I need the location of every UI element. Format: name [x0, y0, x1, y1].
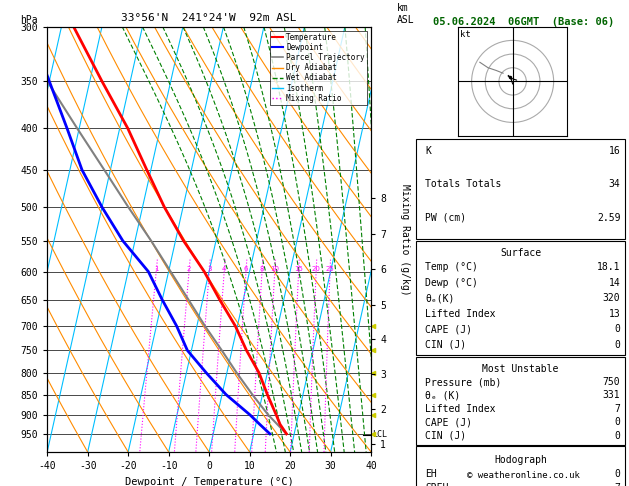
Bar — [416, 357, 625, 445]
Text: CIN (J): CIN (J) — [425, 431, 466, 441]
Title: 33°56'N  241°24'W  92m ASL: 33°56'N 241°24'W 92m ASL — [121, 13, 297, 23]
Text: 331: 331 — [603, 390, 620, 400]
Text: 2.59: 2.59 — [597, 212, 620, 223]
Text: 7: 7 — [615, 404, 620, 414]
Bar — [416, 139, 625, 239]
Text: Temp (°C): Temp (°C) — [425, 262, 478, 272]
Text: Dewp (°C): Dewp (°C) — [425, 278, 478, 288]
Text: 05.06.2024  06GMT  (Base: 06): 05.06.2024 06GMT (Base: 06) — [433, 17, 615, 27]
Text: 10: 10 — [270, 265, 279, 272]
Text: SREH: SREH — [425, 483, 448, 486]
Text: 320: 320 — [603, 293, 620, 303]
Text: Lifted Index: Lifted Index — [425, 404, 496, 414]
Text: 8: 8 — [260, 265, 264, 272]
Text: Most Unstable: Most Unstable — [482, 364, 559, 374]
Text: 0: 0 — [615, 417, 620, 427]
Bar — [416, 446, 625, 486]
Text: 750: 750 — [603, 377, 620, 387]
Text: 16: 16 — [609, 146, 620, 156]
Text: 14: 14 — [609, 278, 620, 288]
Text: 0: 0 — [615, 431, 620, 441]
Text: Pressure (mb): Pressure (mb) — [425, 377, 501, 387]
Text: 15: 15 — [294, 265, 303, 272]
Text: 0: 0 — [615, 340, 620, 350]
Text: CAPE (J): CAPE (J) — [425, 324, 472, 334]
X-axis label: Dewpoint / Temperature (°C): Dewpoint / Temperature (°C) — [125, 477, 294, 486]
Text: 25: 25 — [326, 265, 335, 272]
Text: LCL: LCL — [372, 430, 387, 439]
Text: 18.1: 18.1 — [597, 262, 620, 272]
Text: 13: 13 — [609, 309, 620, 319]
Text: Totals Totals: Totals Totals — [425, 179, 501, 189]
Text: Surface: Surface — [500, 248, 541, 258]
Text: CAPE (J): CAPE (J) — [425, 417, 472, 427]
Text: CIN (J): CIN (J) — [425, 340, 466, 350]
Text: θₑ(K): θₑ(K) — [425, 293, 454, 303]
Text: 2: 2 — [187, 265, 191, 272]
Text: Lifted Index: Lifted Index — [425, 309, 496, 319]
Text: 7: 7 — [615, 483, 620, 486]
Text: kt: kt — [460, 30, 471, 39]
Text: 3: 3 — [207, 265, 211, 272]
Text: Hodograph: Hodograph — [494, 455, 547, 465]
Text: 0: 0 — [615, 324, 620, 334]
Text: 6: 6 — [244, 265, 248, 272]
Text: PW (cm): PW (cm) — [425, 212, 466, 223]
Text: hPa: hPa — [19, 15, 37, 25]
Text: EH: EH — [425, 469, 437, 479]
Text: 1: 1 — [154, 265, 159, 272]
Text: © weatheronline.co.uk: © weatheronline.co.uk — [467, 471, 580, 480]
Legend: Temperature, Dewpoint, Parcel Trajectory, Dry Adiabat, Wet Adiabat, Isotherm, Mi: Temperature, Dewpoint, Parcel Trajectory… — [270, 31, 367, 105]
Bar — [416, 241, 625, 355]
Text: km
ASL: km ASL — [397, 3, 415, 25]
Text: 20: 20 — [312, 265, 321, 272]
Text: 0: 0 — [615, 469, 620, 479]
Y-axis label: Mixing Ratio (g/kg): Mixing Ratio (g/kg) — [400, 184, 410, 295]
Text: 4: 4 — [222, 265, 226, 272]
Text: θₑ (K): θₑ (K) — [425, 390, 460, 400]
Text: 34: 34 — [609, 179, 620, 189]
Text: K: K — [425, 146, 431, 156]
